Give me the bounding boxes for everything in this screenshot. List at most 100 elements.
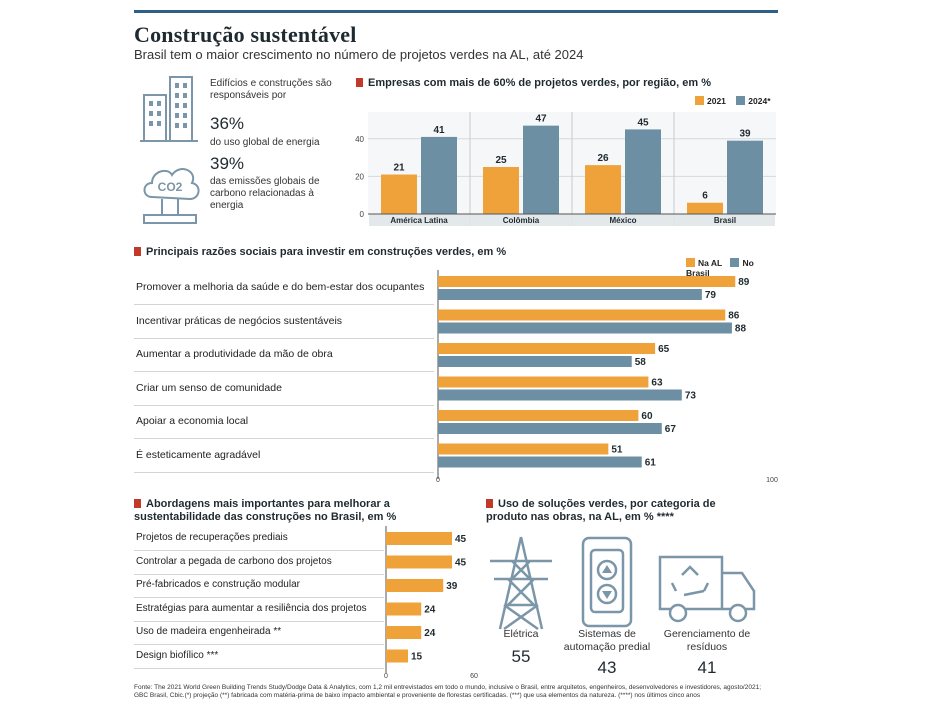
reasons-bar: [438, 410, 639, 421]
region-bar-value: 39: [739, 129, 751, 140]
co2-label: CO2: [158, 180, 183, 194]
reasons-category-label: Incentivar práticas de negócios sustentá…: [136, 314, 343, 327]
region-bar: [523, 125, 559, 214]
reasons-bar: [438, 423, 662, 434]
region-bar: [483, 167, 519, 214]
approaches-row-separator: [134, 667, 384, 669]
reasons-bar-value: 88: [735, 324, 747, 335]
reasons-bar-value: 86: [728, 311, 740, 322]
approaches-category-label: Uso de madeira engenheirada **: [136, 626, 282, 637]
legend-na-al: Na AL: [698, 258, 723, 268]
legend-2021: 2021: [707, 96, 726, 106]
reasons-bar: [438, 456, 642, 468]
buildings-energy-text: do uso global de energia: [210, 137, 320, 148]
infographic: Construção sustentável Brasil tem o maio…: [134, 10, 778, 710]
region-category-band: [369, 214, 469, 226]
legend-no-brasil: No Brasil: [686, 258, 754, 278]
region-bar-value: 25: [495, 155, 507, 166]
reasons-bar: [438, 343, 656, 354]
approaches-row-separator: [134, 597, 384, 598]
power-tower-icon: [490, 536, 552, 631]
approaches-row-separator: [134, 620, 384, 622]
product-label: Sistemas de automação predial: [563, 628, 651, 653]
region-category-label: Brasil: [714, 216, 736, 225]
reasons-bar-value: 79: [705, 290, 717, 301]
region-chart-legend: 2021 2024*: [695, 96, 771, 106]
region-bar-value: 47: [535, 114, 547, 125]
reasons-chart-title: Principais razões sociais para investir …: [134, 246, 694, 259]
recycling-truck-icon: [658, 555, 756, 623]
reasons-bar-value: 61: [645, 458, 657, 469]
reasons-bar-value: 65: [658, 344, 670, 355]
approaches-bar-value: 15: [411, 652, 423, 663]
buildings-percent: 36%: [210, 114, 245, 133]
co2-percent: 39%: [210, 154, 245, 173]
reasons-bar-value: 51: [611, 445, 623, 456]
region-bar-value: 26: [597, 153, 609, 164]
approaches-bar: [386, 649, 408, 663]
approaches-bar-value: 24: [424, 605, 436, 616]
product-label: Elétrica: [503, 628, 539, 640]
approaches-bar: [386, 532, 452, 545]
top-rule: [134, 10, 778, 13]
reasons-bar: [438, 376, 649, 388]
approaches-category-label: Design biofílico ***: [136, 649, 219, 661]
region-category-label: Colômbia: [503, 216, 540, 225]
approaches-category-label: Projetos de recuperações prediais: [136, 532, 288, 543]
region-bar-chart: 0 20 40 21 41 América Latina 25 47 Colômbia 26 45 M…: [355, 112, 776, 226]
reasons-category-label: Criar um senso de comunidade: [136, 381, 282, 394]
reasons-bar-value: 58: [635, 357, 647, 368]
region-chart-title: Empresas com mais de 60% de projetos ver…: [356, 77, 776, 90]
product-value: 43: [597, 658, 617, 677]
approaches-bar-value: 45: [455, 534, 467, 545]
region-ytick-label: 20: [355, 172, 364, 181]
approaches-category-label: Estratégias para aumentar a resiliência …: [136, 602, 367, 614]
product-value: 41: [697, 658, 717, 677]
approaches-category-label: Controlar a pegada de carbono dos projet…: [136, 555, 332, 567]
region-category-label: México: [609, 216, 636, 225]
region-bar: [625, 129, 661, 214]
reasons-row-separator: [134, 371, 434, 372]
region-bar: [585, 165, 621, 214]
region-bar: [381, 174, 417, 214]
approaches-bar: [386, 579, 444, 592]
reasons-bar-value: 89: [738, 277, 750, 288]
reasons-bar: [438, 309, 726, 321]
region-bar: [687, 202, 723, 214]
approaches-bar-value: 39: [446, 581, 458, 592]
product-label: Gerenciamento de resíduos: [663, 628, 751, 653]
approaches-bar-value: 24: [424, 628, 436, 639]
product-value: 55: [511, 647, 531, 666]
region-ytick-label: 0: [360, 210, 365, 219]
region-bar-value: 21: [393, 163, 405, 174]
approaches-bar: [386, 602, 422, 616]
reasons-row-separator: [134, 438, 434, 439]
region-bar-value: 45: [637, 117, 649, 128]
region-category-label: América Latina: [390, 216, 448, 225]
approaches-row-separator: [134, 644, 384, 645]
region-bar: [421, 136, 457, 214]
building-icon: [140, 76, 198, 142]
reasons-bar: [438, 389, 682, 401]
approaches-xtick-label: 60: [470, 673, 478, 680]
reasons-bar: [438, 356, 632, 367]
region-bar: [727, 140, 763, 214]
approaches-chart-title: Abordagens mais importantes para melhora…: [134, 498, 397, 523]
approaches-bar: [386, 626, 422, 639]
region-category-band: [675, 214, 775, 226]
page-subtitle: Brasil tem o maior crescimento no número…: [134, 47, 584, 62]
automation-panel-icon: [581, 536, 633, 628]
page-title: Construção sustentável: [134, 22, 357, 47]
reasons-chart-legend: Na AL No Brasil: [686, 258, 778, 278]
reasons-bar: [438, 443, 609, 455]
region-bar-value: 41: [433, 125, 445, 136]
footnote: Fonte: The 2021 World Green Building Tre…: [134, 684, 762, 699]
approaches-row-separator: [134, 550, 384, 551]
reasons-bar: [438, 289, 702, 300]
reasons-bar: [438, 276, 736, 287]
reasons-bar-chart: 89 79 86 88 65 58 63 73 60 67 51 61 0 100: [436, 270, 778, 484]
reasons-row-separator: [134, 404, 434, 406]
region-bar-value: 6: [702, 191, 708, 202]
reasons-category-label: Aumentar a produtividade da mão de obra: [136, 348, 333, 360]
approaches-xtick-label: 0: [384, 673, 388, 680]
